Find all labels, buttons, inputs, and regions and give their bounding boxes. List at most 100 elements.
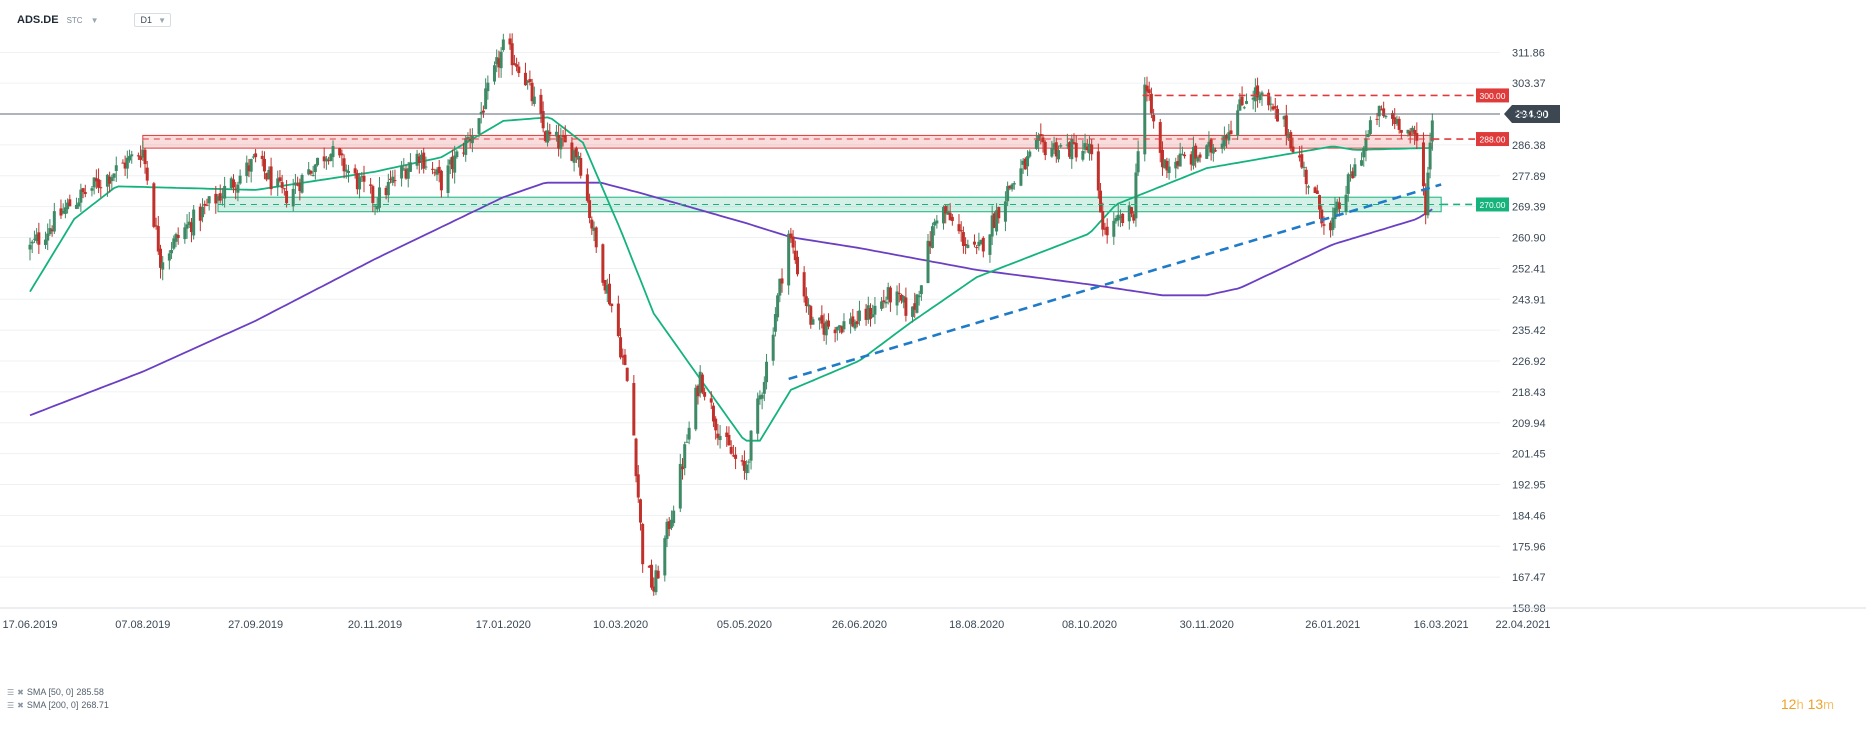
candle [300, 173, 304, 194]
candle-body [1021, 160, 1025, 165]
candle [776, 293, 780, 322]
candle [873, 297, 877, 325]
candle-body [1245, 101, 1249, 104]
candle [959, 221, 963, 242]
candle-body [807, 304, 811, 307]
x-tick-label: 17.01.2020 [476, 619, 531, 631]
candle [280, 174, 284, 194]
candle [128, 149, 132, 163]
candle [928, 231, 932, 254]
close-icon[interactable]: ✖ [17, 688, 24, 697]
candle [703, 387, 707, 401]
candle-body [933, 221, 937, 226]
candle [1121, 213, 1125, 227]
candle [902, 295, 906, 309]
candle-body [355, 173, 359, 190]
candle-body [276, 178, 280, 187]
candle-body [415, 153, 419, 166]
candle [48, 219, 52, 236]
candle-body [508, 38, 512, 45]
candle [975, 245, 979, 255]
candle-body [570, 142, 574, 161]
candle [417, 152, 421, 174]
candle-body [601, 244, 605, 283]
candle-body [1072, 142, 1076, 144]
candle [495, 49, 499, 73]
close-icon[interactable]: ✖ [17, 701, 24, 710]
candle [296, 176, 300, 187]
candle [97, 168, 101, 194]
candle-body [917, 295, 921, 298]
candle [1284, 104, 1288, 146]
x-tick-label: 07.08.2019 [115, 619, 170, 631]
candle [393, 169, 397, 187]
symbol-dropdown-icon[interactable]: ▼ [90, 15, 99, 25]
candle-body [324, 158, 328, 162]
candle-body [251, 156, 255, 158]
candle-body [189, 222, 193, 233]
candle [765, 353, 769, 390]
timeframe-select[interactable]: D1 ▼ [134, 13, 171, 27]
candle-body [1205, 145, 1209, 159]
candle-body [554, 131, 558, 137]
candle [369, 177, 373, 194]
candle-body [1196, 157, 1200, 162]
candle-body [307, 169, 311, 175]
candle [663, 535, 667, 582]
candle-body [665, 521, 669, 539]
candle [32, 230, 36, 244]
candle-body [1240, 96, 1244, 106]
symbol-label[interactable]: ADS.DE [17, 14, 59, 26]
level-tag: 288.00 [1476, 132, 1509, 147]
horizontal-levels[interactable]: 294.90 300.00 288.00 270.00 [0, 88, 1560, 212]
candle [1267, 89, 1271, 111]
candle-body [99, 187, 103, 189]
candle [203, 200, 207, 215]
candle [603, 279, 607, 294]
candle [207, 195, 211, 211]
candle [176, 227, 180, 245]
candle-body [756, 398, 760, 434]
candle-body [417, 156, 421, 163]
candle [853, 319, 857, 331]
candle-body [1289, 132, 1293, 149]
candle-body [685, 441, 689, 443]
candle-body [930, 226, 934, 248]
x-tick-label: 26.06.2020 [832, 619, 887, 631]
settings-icon[interactable]: ☰ [7, 688, 15, 697]
settings-icon[interactable]: ☰ [7, 701, 15, 710]
candle [479, 102, 483, 124]
candle-body [1105, 226, 1109, 236]
candle-body [152, 183, 156, 227]
candle-body [663, 538, 667, 576]
candle-body [136, 155, 140, 157]
candle-body [625, 367, 629, 381]
candle [462, 142, 466, 157]
candle [864, 303, 868, 326]
candle [1167, 158, 1171, 180]
candle-body [254, 153, 258, 158]
candle-body [192, 209, 196, 236]
candle [329, 153, 333, 162]
candle-body [249, 159, 253, 172]
candle-body [1227, 132, 1231, 141]
candle [99, 179, 103, 198]
candle-body [293, 182, 297, 186]
candle-body [123, 162, 127, 169]
candle [1130, 206, 1134, 218]
candle [154, 217, 158, 230]
candle [1289, 129, 1293, 152]
candle-body [884, 301, 888, 304]
candle [1337, 197, 1341, 217]
candle-body [285, 190, 289, 204]
trendline[interactable] [788, 183, 1442, 381]
candle-body [1406, 129, 1410, 134]
candle-body [729, 446, 733, 454]
candle-body [1214, 150, 1218, 152]
candle [1057, 145, 1061, 163]
candle-body [462, 152, 466, 154]
candle [1132, 211, 1136, 224]
candle-body [532, 96, 536, 104]
candle [1344, 185, 1348, 216]
